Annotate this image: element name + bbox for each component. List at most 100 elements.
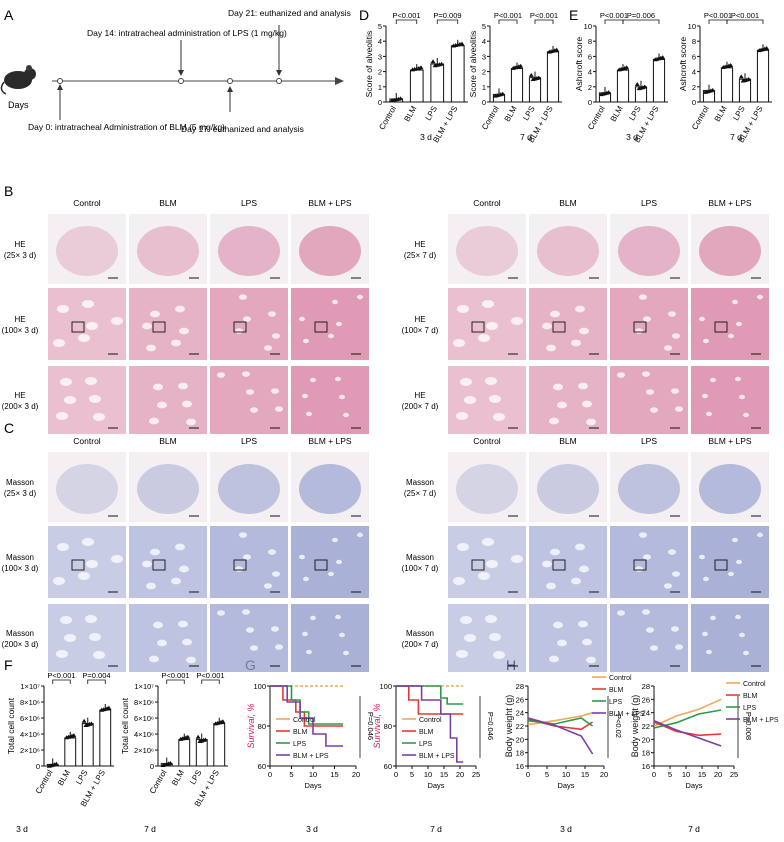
he-3d-alveolus <box>332 299 338 305</box>
he-3d-alveolus <box>217 372 225 378</box>
he-7d-alveolus <box>486 322 498 330</box>
he-3d-alveolus <box>275 406 283 412</box>
masson-7d-alveolus <box>668 549 676 555</box>
significance-bracket <box>726 19 764 24</box>
he-3d-tissue-section <box>56 226 118 276</box>
he-7d-grid: Control BLM LPS BLM + LPS HE (25× 7 d) HE (100×… <box>402 198 769 434</box>
y-tick-label: 24 <box>642 709 650 718</box>
he-3d-alveolus <box>357 294 363 300</box>
he-3d-zoom-box <box>233 321 247 333</box>
bar <box>64 737 77 767</box>
y-tick-label: 28 <box>642 682 650 691</box>
data-point <box>430 59 436 64</box>
y-tick-label: 0 <box>378 98 382 107</box>
x-tick-label: LPS <box>731 105 746 123</box>
masson-7d-group-label: LPS <box>641 436 657 446</box>
masson-3d-alveolus <box>339 632 345 638</box>
significance-bracket <box>87 679 106 684</box>
he-3d-alveolus <box>142 322 152 330</box>
masson-7d-alveolus <box>571 577 581 585</box>
he-7d-micrograph <box>691 288 769 360</box>
x-tick-label: Control <box>690 104 711 131</box>
he-3d-alveolus <box>235 328 243 334</box>
masson-7d-alveolus <box>736 559 742 565</box>
y-tick-label: 6 <box>692 52 696 61</box>
masson-7d-alveolus <box>511 555 523 563</box>
significance-bracket <box>436 19 459 24</box>
legend-entry: BLM + LPS <box>419 753 455 760</box>
masson-3d-micrograph <box>48 452 126 522</box>
masson-3d-micrograph <box>210 526 288 598</box>
masson-3d-alveolus <box>89 633 101 641</box>
bar <box>546 51 560 103</box>
masson-7d-alveolus <box>549 655 559 663</box>
bar <box>528 77 542 103</box>
masson-7d-alveolus <box>706 649 712 655</box>
he-3d-alveolus <box>328 333 334 339</box>
legend-entry: Control <box>609 675 632 682</box>
data-point <box>88 721 94 726</box>
he-7d-alveolus <box>549 417 559 425</box>
he-3d-alveolus <box>146 344 156 352</box>
masson-7d-alveolus <box>579 565 589 573</box>
p-value-label: P<0.001 <box>392 11 420 20</box>
he-3d-alveolus <box>246 389 254 395</box>
y-tick-label: 0 <box>588 98 592 107</box>
he-3d-alveolus <box>182 400 192 408</box>
masson-3d-group-label: LPS <box>241 436 257 446</box>
y-tick-label: 60 <box>258 762 266 771</box>
he-3d-alveolus <box>64 396 76 404</box>
time-label: 7 d <box>430 824 442 834</box>
masson-3d-alveolus <box>246 627 254 633</box>
he-3d-micrograph <box>291 288 369 360</box>
masson-7d-alveolus <box>699 554 705 560</box>
masson-3d-alveolus <box>150 548 160 556</box>
he-7d-alveolus <box>578 382 588 390</box>
y-tick-label: 8×10⁶ <box>20 698 40 707</box>
he-7d-group-label: BLM <box>559 198 576 208</box>
he-7d-micrograph <box>691 366 769 434</box>
p-value-label: P<0.001 <box>600 11 628 20</box>
masson-3d-zoom-box <box>71 559 85 571</box>
x-tick-label: 5 <box>289 770 293 779</box>
he-3d-alveolus <box>242 371 250 377</box>
he-7d-alveolus <box>736 321 742 327</box>
bar <box>81 723 94 767</box>
masson-7d-alveolus <box>639 532 647 538</box>
significance-bracket <box>534 19 554 24</box>
masson-3d-alveolus <box>357 532 363 538</box>
he-3d-alveolus <box>310 377 316 383</box>
significance-bracket <box>622 19 660 24</box>
x-tick-label: 10 <box>562 770 570 779</box>
x-tick-label: 5 <box>545 770 549 779</box>
y-tick-label: 80 <box>384 722 392 731</box>
he-3d-alveolus <box>86 322 98 330</box>
he-7d-row-sublabel: (200× 7 d) <box>402 402 439 411</box>
y-tick-label: 1×10⁷ <box>20 682 40 691</box>
he-3d-alveolus <box>336 321 342 327</box>
he-7d-alveolus <box>489 395 501 403</box>
he-7d-group-label: BLM + LPS <box>708 198 752 208</box>
masson-3d-alveolus <box>86 560 98 568</box>
legend-entry: BLM + LPS <box>609 711 645 718</box>
p-value-label: P<0.001 <box>47 671 75 680</box>
masson-3d-alveolus <box>82 538 94 546</box>
masson-7d-tissue-section <box>456 464 518 514</box>
masson-3d-tissue-section <box>299 464 361 514</box>
legend-entry: LPS <box>419 741 433 748</box>
y-tick-label: 100 <box>379 682 392 691</box>
masson-3d-alveolus <box>146 582 156 590</box>
he-3d-alveolus <box>111 317 123 325</box>
y-tick-label: 2×10⁶ <box>20 746 40 755</box>
masson-3d-alveolus <box>239 532 247 538</box>
data-point <box>518 63 524 68</box>
time-label: 7 d <box>688 824 700 834</box>
masson-7d-micrograph <box>691 526 769 598</box>
y-tick-label: 5 <box>482 22 486 31</box>
masson-7d-row-label: Masson <box>406 478 434 487</box>
he-7d-zoom-box <box>714 321 728 333</box>
y-tick-label: 26 <box>516 695 524 704</box>
masson-7d-grid: Control BLM LPS BLM + LPS Masson (25× 7 d) Mas… <box>402 436 769 672</box>
